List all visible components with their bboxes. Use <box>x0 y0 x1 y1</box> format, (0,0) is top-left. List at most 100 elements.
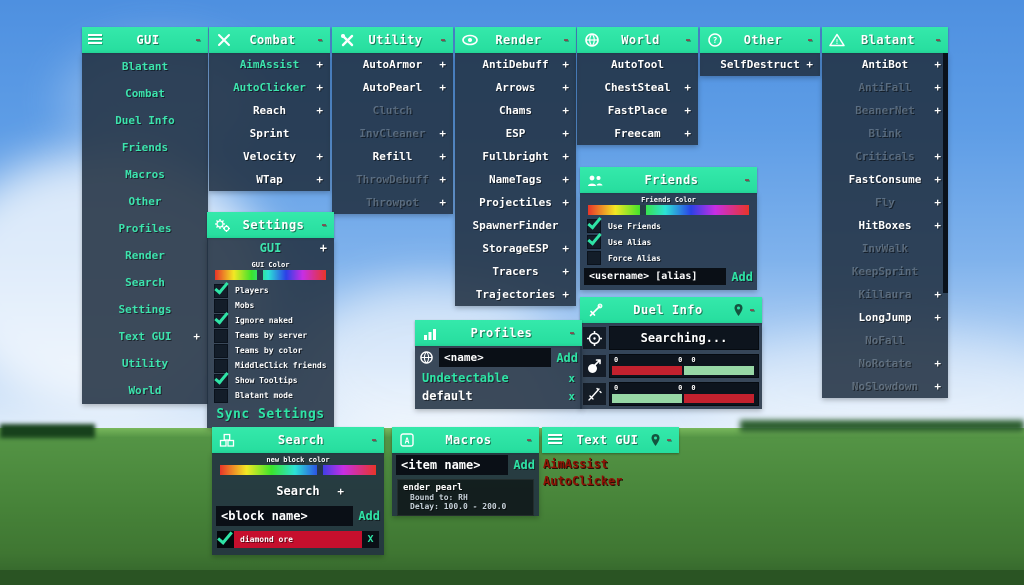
category-item[interactable]: Blatant <box>82 53 208 80</box>
module-item[interactable]: Trajectories + <box>455 283 576 306</box>
block-color-slider[interactable] <box>220 465 376 475</box>
module-item[interactable]: NoFall <box>822 329 948 352</box>
checkbox[interactable] <box>214 388 228 403</box>
settings-section-gui[interactable]: GUI + <box>207 238 334 258</box>
checkbox-row[interactable]: Force Alias <box>580 250 757 266</box>
module-item[interactable]: Freecam + <box>577 122 698 145</box>
minimize-button[interactable]: - <box>316 32 324 48</box>
minimize-button[interactable]: - <box>370 432 378 448</box>
module-item[interactable]: NameTags + <box>455 168 576 191</box>
expand-plus-icon[interactable]: + <box>562 242 569 255</box>
panel-macros-header[interactable]: A Macros - <box>392 427 539 453</box>
module-item[interactable]: ThrowDebuff + <box>332 168 453 191</box>
checkbox-row[interactable]: Teams by color <box>207 343 334 358</box>
scrollbar-thumb[interactable] <box>943 53 948 293</box>
checkbox[interactable] <box>217 531 234 548</box>
expand-plus-icon[interactable]: + <box>562 196 569 209</box>
minimize-button[interactable]: - <box>320 217 328 233</box>
panel-search-header[interactable]: Search - <box>212 427 384 453</box>
module-item[interactable]: AntiFall + <box>822 76 948 99</box>
module-item[interactable]: Clutch <box>332 99 453 122</box>
expand-plus-icon[interactable]: + <box>439 58 446 71</box>
expand-plus-icon[interactable]: + <box>934 150 941 163</box>
pin-icon[interactable] <box>732 302 744 318</box>
expand-plus-icon[interactable]: + <box>684 127 691 140</box>
expand-plus-icon[interactable]: + <box>684 81 691 94</box>
category-item[interactable]: Macros <box>82 161 208 188</box>
module-item[interactable]: HitBoxes + <box>822 214 948 237</box>
minimize-button[interactable]: - <box>684 32 692 48</box>
module-item[interactable]: AutoClicker + <box>209 76 330 99</box>
minimize-button[interactable]: - <box>568 325 576 341</box>
minimize-button[interactable]: - <box>806 32 814 48</box>
expand-plus-icon[interactable]: + <box>562 288 569 301</box>
checkbox[interactable] <box>214 343 228 358</box>
checkbox-row[interactable]: Use Friends <box>580 218 757 234</box>
friends-color-slider[interactable] <box>588 205 749 215</box>
category-item[interactable]: Profiles <box>82 215 208 242</box>
panel-settings-header[interactable]: Settings - <box>207 212 334 238</box>
category-item[interactable]: Render <box>82 242 208 269</box>
checkbox-row[interactable]: Ignore naked <box>207 313 334 328</box>
expand-plus-icon[interactable]: + <box>934 104 941 117</box>
panel-blatant-header[interactable]: ! Blatant - <box>822 27 948 53</box>
checkbox[interactable] <box>214 328 228 343</box>
checkbox[interactable] <box>587 251 601 265</box>
expand-plus-icon[interactable]: + <box>439 173 446 186</box>
minimize-button[interactable]: - <box>439 32 447 48</box>
checkbox[interactable] <box>587 219 601 233</box>
category-item[interactable]: Duel Info <box>82 107 208 134</box>
module-item[interactable]: InvWalk <box>822 237 948 260</box>
module-item[interactable]: SelfDestruct + <box>700 53 820 76</box>
macro-card[interactable]: ender pearl Bound to: RH Delay: 100.0 - … <box>397 479 534 516</box>
expand-plus-icon[interactable]: + <box>316 150 323 163</box>
expand-plus-icon[interactable]: + <box>934 173 941 186</box>
delete-icon[interactable]: x <box>568 389 575 403</box>
expand-plus-icon[interactable]: + <box>439 196 446 209</box>
expand-plus-icon[interactable]: + <box>439 150 446 163</box>
module-item[interactable]: Projectiles + <box>455 191 576 214</box>
checkbox-row[interactable]: Players <box>207 283 334 298</box>
minimize-button[interactable]: - <box>562 32 570 48</box>
expand-plus-icon[interactable]: + <box>439 127 446 140</box>
expand-plus-icon[interactable]: + <box>562 58 569 71</box>
module-item[interactable]: AntiBot + <box>822 53 948 76</box>
panel-gui-header[interactable]: GUI - <box>82 27 208 53</box>
delete-icon[interactable]: X <box>362 531 379 548</box>
module-item[interactable]: StorageESP + <box>455 237 576 260</box>
expand-plus-icon[interactable]: + <box>934 357 941 370</box>
module-item[interactable]: Velocity + <box>209 145 330 168</box>
module-item[interactable]: FastConsume + <box>822 168 948 191</box>
expand-plus-icon[interactable]: + <box>316 104 323 117</box>
module-item[interactable]: Sprint <box>209 122 330 145</box>
checkbox-row[interactable]: Show Tooltips <box>207 373 334 388</box>
module-item[interactable]: LongJump + <box>822 306 948 329</box>
module-item[interactable]: AimAssist + <box>209 53 330 76</box>
category-item[interactable]: Combat <box>82 80 208 107</box>
expand-plus-icon[interactable]: + <box>562 265 569 278</box>
expand-plus-icon[interactable]: + <box>193 330 200 343</box>
category-item[interactable]: World <box>82 377 208 404</box>
color-slider-handle[interactable] <box>257 270 264 280</box>
category-item[interactable]: Text GUI + <box>82 323 208 350</box>
minimize-button[interactable]: - <box>934 32 942 48</box>
expand-plus-icon[interactable]: + <box>316 173 323 186</box>
module-item[interactable]: Chams + <box>455 99 576 122</box>
panel-combat-header[interactable]: Combat - <box>209 27 330 53</box>
add-button[interactable]: Add <box>731 269 753 284</box>
module-item[interactable]: Fly + <box>822 191 948 214</box>
sync-settings-button[interactable]: Sync Settings <box>216 406 325 422</box>
minimize-button[interactable]: - <box>525 432 533 448</box>
module-item[interactable]: ESP + <box>455 122 576 145</box>
module-item[interactable]: Blink <box>822 122 948 145</box>
module-item[interactable]: SpawnerFinder <box>455 214 576 237</box>
minimize-button[interactable]: - <box>194 32 202 48</box>
expand-plus-icon[interactable]: + <box>934 196 941 209</box>
module-item[interactable]: BeanerNet + <box>822 99 948 122</box>
checkbox[interactable] <box>214 283 228 298</box>
module-item[interactable]: AntiDebuff + <box>455 53 576 76</box>
expand-plus-icon[interactable]: + <box>337 484 344 498</box>
panel-profiles-header[interactable]: Profiles - <box>415 320 582 346</box>
checkbox-row[interactable]: Teams by server <box>207 328 334 343</box>
module-item[interactable]: WTap + <box>209 168 330 191</box>
